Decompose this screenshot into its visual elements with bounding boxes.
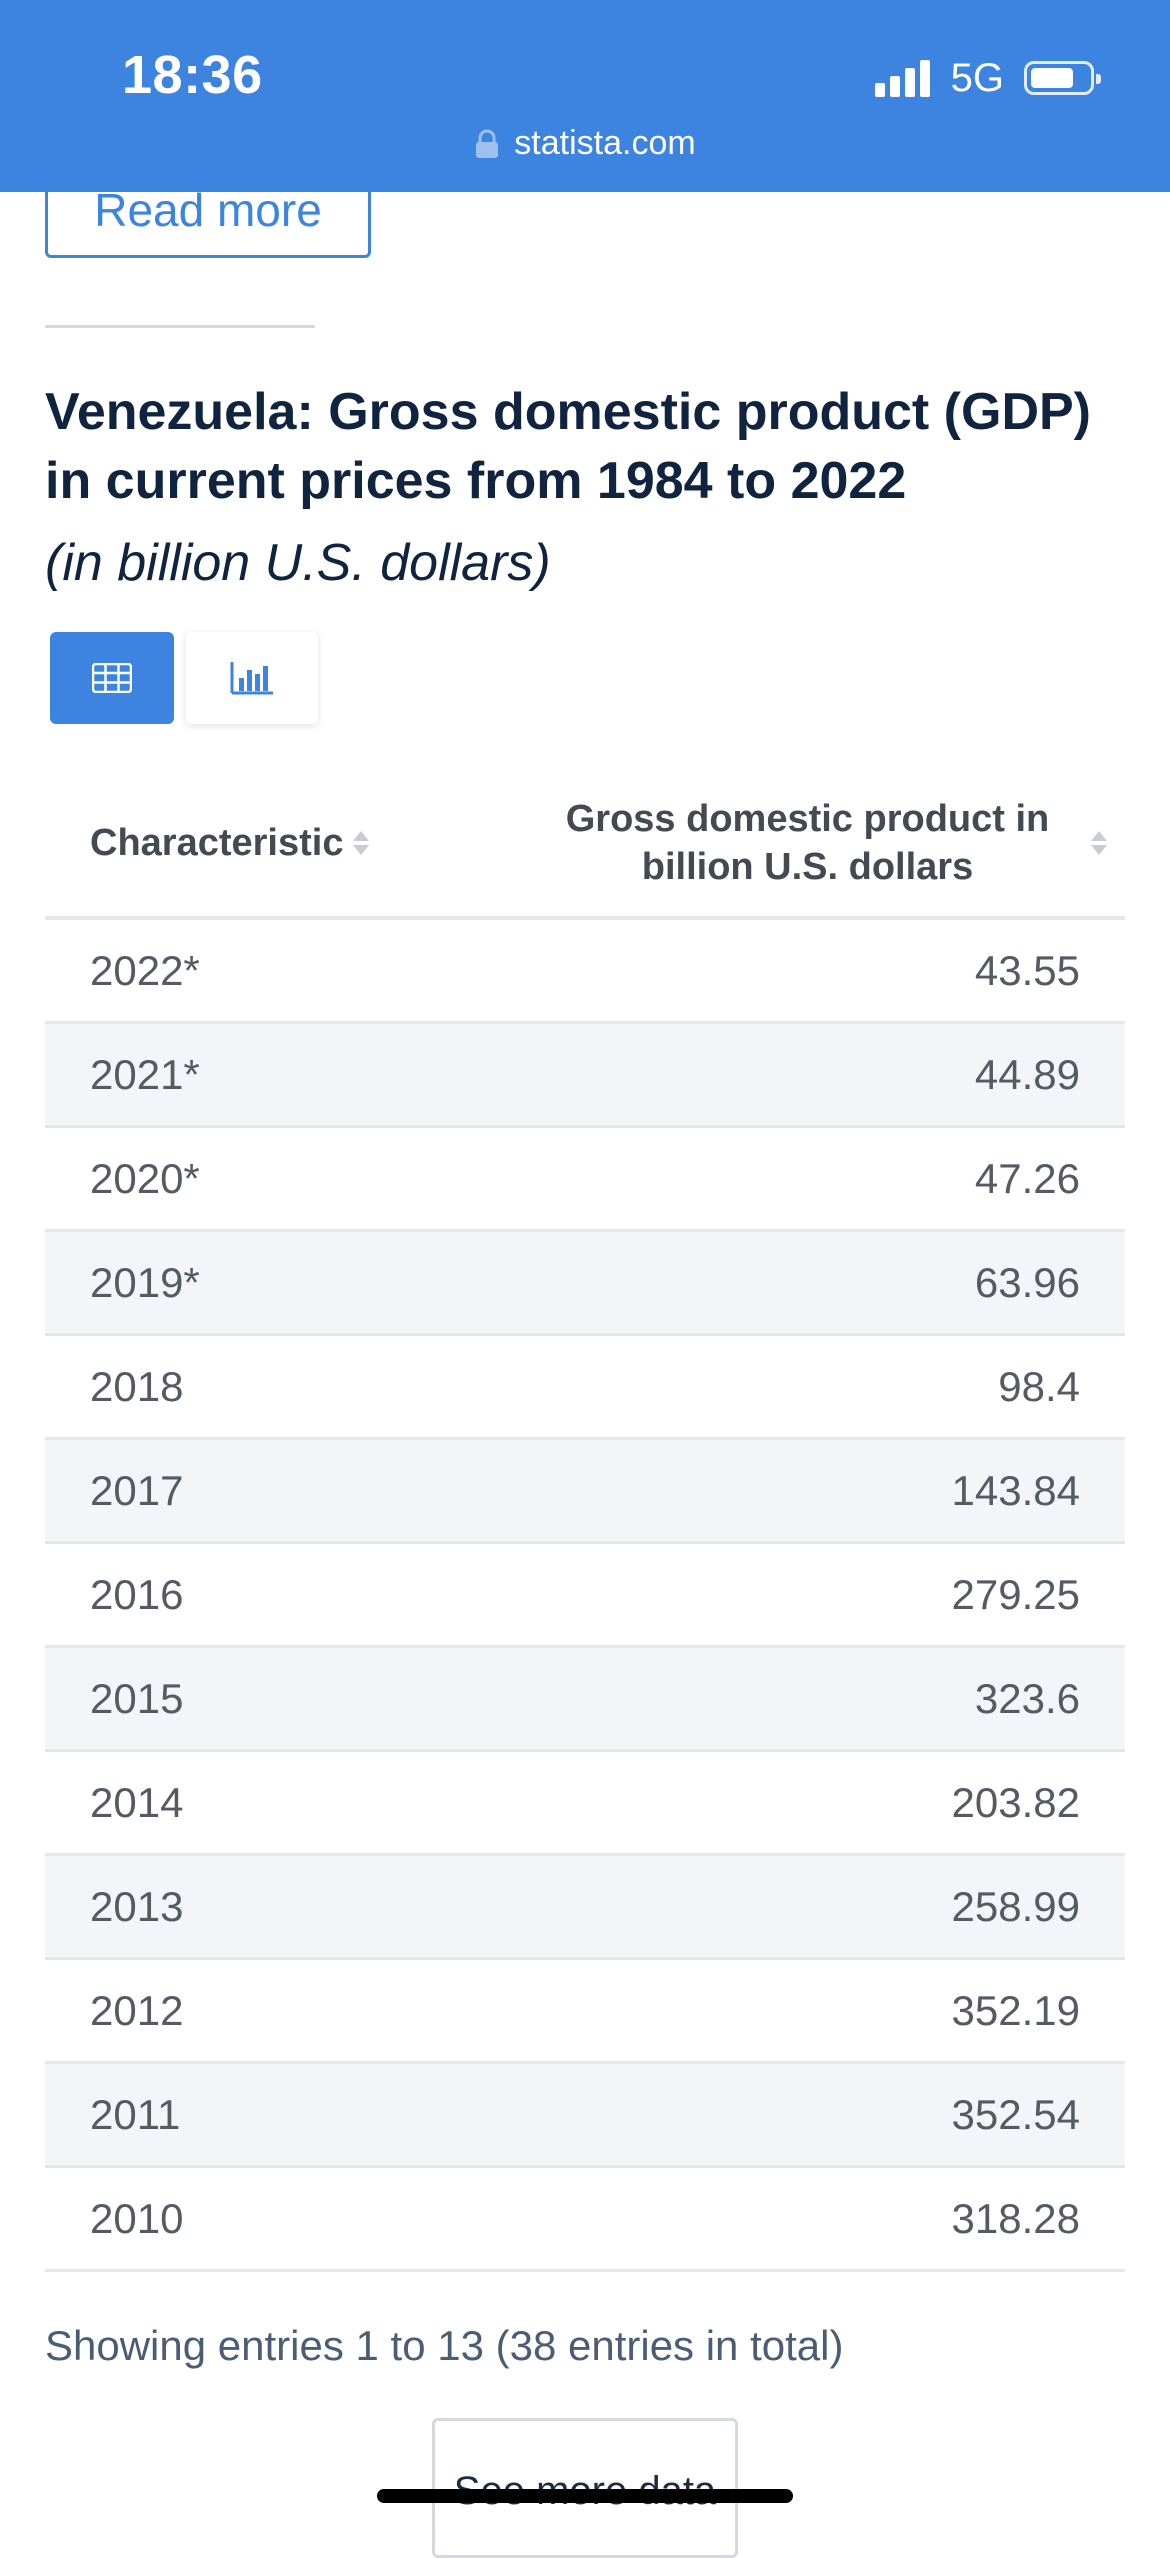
section-divider <box>45 325 315 328</box>
table-view-button[interactable] <box>50 632 174 724</box>
table-row: 2017 143.84 <box>45 1440 1125 1544</box>
cell-year: 2017 <box>90 1466 184 1514</box>
cell-gdp-value: 323.6 <box>974 1674 1080 1722</box>
table-row: 2015 323.6 <box>45 1648 1125 1752</box>
address-bar[interactable]: statista.com <box>0 124 1170 163</box>
status-time: 18:36 <box>122 45 263 105</box>
cell-year: 2022* <box>90 946 200 994</box>
cell-gdp-value: 47.26 <box>974 1154 1080 1202</box>
table-row: 2014 203.82 <box>45 1752 1125 1856</box>
status-indicators: 5G <box>874 54 1101 102</box>
statistic-subtitle: (in billion U.S. dollars) <box>45 534 551 592</box>
data-table: Characteristic Gross domestic product in… <box>45 770 1125 2272</box>
table-row: 2016 279.25 <box>45 1544 1125 1648</box>
cellular-signal-icon <box>874 59 935 97</box>
table-icon <box>92 663 132 693</box>
see-more-data-button[interactable]: See more data <box>432 2418 738 2558</box>
cell-gdp-value: 258.99 <box>951 1882 1080 1930</box>
table-row: 2022* 43.55 <box>45 920 1125 1024</box>
bar-chart-icon <box>230 662 273 695</box>
battery-level <box>1031 68 1073 88</box>
column-header-characteristic[interactable]: Characteristic <box>45 822 490 865</box>
cell-year: 2014 <box>90 1778 184 1826</box>
table-row: 2012 352.19 <box>45 1960 1125 2064</box>
table-row: 2021* 44.89 <box>45 1024 1125 1128</box>
cell-year: 2012 <box>90 1986 184 2034</box>
cell-year: 2021* <box>90 1050 200 1098</box>
view-toggle <box>50 632 330 724</box>
status-bar: 18:36 5G statista.com <box>0 0 1170 192</box>
table-row: 2018 98.4 <box>45 1336 1125 1440</box>
sort-icon <box>1091 831 1107 855</box>
column-header-gdp-label: Gross domestic product in billion U.S. d… <box>565 798 1050 888</box>
cell-year: 2016 <box>90 1570 184 1618</box>
cell-year: 2018 <box>90 1362 184 1410</box>
network-type: 5G <box>950 55 1004 100</box>
cell-year: 2015 <box>90 1674 184 1722</box>
cell-gdp-value: 279.25 <box>951 1570 1080 1618</box>
battery-icon <box>1024 61 1101 95</box>
table-row: 2013 258.99 <box>45 1856 1125 1960</box>
table-body: 2022* 43.55 2021* 44.89 2020* 47.26 2019* 63.96… <box>45 920 1125 2272</box>
cell-year: 2011 <box>90 2090 181 2138</box>
table-row: 2020* 47.26 <box>45 1128 1125 1232</box>
chart-view-button[interactable] <box>186 632 318 724</box>
url-text: statista.com <box>514 124 696 162</box>
cell-gdp-value: 203.82 <box>951 1778 1080 1826</box>
read-more-button[interactable]: Read more <box>45 150 371 258</box>
cell-gdp-value: 44.89 <box>974 1050 1080 1098</box>
table-header: Characteristic Gross domestic product in… <box>45 770 1125 920</box>
cell-year: 2019* <box>90 1258 200 1306</box>
table-row: 2011 352.54 <box>45 2064 1125 2168</box>
table-row: 2010 318.28 <box>45 2168 1125 2272</box>
cell-year: 2013 <box>90 1882 184 1930</box>
column-header-characteristic-label: Characteristic <box>90 821 344 864</box>
cell-year: 2020* <box>90 1154 200 1202</box>
entries-info: Showing entries 1 to 13 (38 entries in t… <box>45 2322 844 2369</box>
lock-icon <box>476 129 499 158</box>
cell-gdp-value: 352.54 <box>951 2090 1080 2138</box>
cell-gdp-value: 98.4 <box>998 1362 1080 1410</box>
cell-year: 2010 <box>90 2194 184 2242</box>
cell-gdp-value: 63.96 <box>974 1258 1080 1306</box>
column-header-gdp[interactable]: Gross domestic product in billion U.S. d… <box>490 795 1125 891</box>
sort-icon <box>353 831 370 855</box>
table-row: 2019* 63.96 <box>45 1232 1125 1336</box>
cell-gdp-value: 352.19 <box>951 1986 1080 2034</box>
cell-gdp-value: 318.28 <box>951 2194 1080 2242</box>
home-indicator <box>377 2489 793 2503</box>
cell-gdp-value: 143.84 <box>951 1466 1080 1514</box>
statistic-title: Venezuela: Gross domestic product (GDP) … <box>45 383 1091 510</box>
cell-gdp-value: 43.55 <box>974 946 1080 994</box>
see-more-data-label: See more data <box>454 2469 716 2555</box>
